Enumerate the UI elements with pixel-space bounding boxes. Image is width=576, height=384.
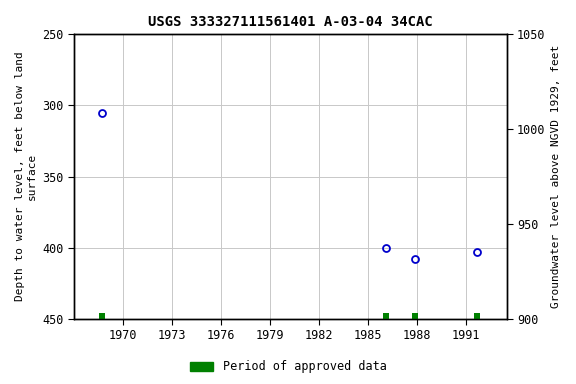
Y-axis label: Depth to water level, feet below land
surface: Depth to water level, feet below land su… (15, 51, 37, 301)
Y-axis label: Groundwater level above NGVD 1929, feet: Groundwater level above NGVD 1929, feet (551, 45, 561, 308)
Legend: Period of approved data: Period of approved data (185, 356, 391, 378)
Bar (383, 313, 389, 319)
Bar (474, 313, 480, 319)
Title: USGS 333327111561401 A-03-04 34CAC: USGS 333327111561401 A-03-04 34CAC (148, 15, 433, 29)
Bar (412, 313, 418, 319)
Bar (99, 313, 105, 319)
